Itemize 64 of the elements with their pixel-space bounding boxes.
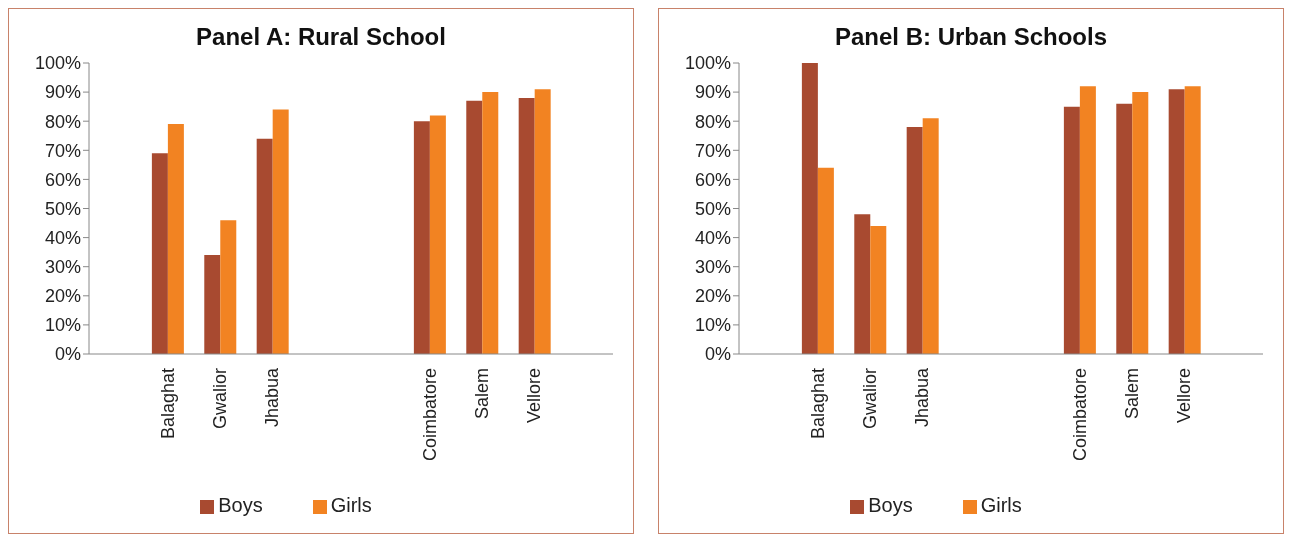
legend-label: Girls [980,494,1022,516]
bar [870,225,887,354]
y-tick-label: 70% [44,140,81,161]
legend-label: Boys [218,494,263,516]
bar [413,121,430,354]
y-tick-label: 50% [694,198,731,219]
y-tick-label: 100% [34,53,81,74]
bar [256,138,273,354]
x-tick-label: Jhabua [262,367,283,428]
y-tick-label: 60% [694,169,731,190]
bar [466,100,483,354]
y-tick-label: 20% [44,286,81,307]
x-tick-label: Coimbatore [1069,368,1090,462]
bar [1168,89,1185,354]
y-tick-label: 40% [694,227,731,248]
bar [272,109,289,354]
bar [534,89,551,354]
bar [1184,86,1201,354]
bar [518,97,535,354]
bar [220,220,237,354]
x-tick-label: Balaghat [157,368,178,440]
y-tick-label: 60% [44,169,81,190]
y-tick-label: 70% [694,140,731,161]
y-tick-label: 10% [44,315,81,336]
bar [854,214,871,354]
bar [204,255,221,354]
chart-title: Panel A: Rural School [195,23,447,52]
y-tick-label: 10% [694,315,731,336]
y-tick-label: 20% [694,286,731,307]
y-tick-label: 40% [44,227,81,248]
y-tick-label: 50% [44,198,81,219]
y-tick-label: 0% [54,344,81,365]
y-tick-label: 0% [704,344,731,365]
bar [817,167,834,354]
y-tick-label: 90% [694,82,731,103]
y-tick-label: 100% [684,53,731,74]
legend-label: Girls [330,494,372,516]
bar [906,127,923,354]
bar [151,153,168,354]
x-tick-label: Gwalior [210,368,230,430]
chart-title: Panel B: Urban Schools [833,23,1109,52]
bar [482,92,499,354]
x-tick-label: Vellore [524,368,545,424]
x-tick-label: Jhabua [912,367,933,428]
bar [429,115,446,354]
bar [1079,86,1096,354]
x-tick-label: Coimbatore [419,368,440,462]
x-tick-label: Salem [1122,368,1142,420]
x-tick-label: Balaghat [807,368,828,440]
bar [801,63,818,354]
y-tick-label: 90% [44,82,81,103]
legend-label: Boys [868,494,913,516]
x-tick-label: Salem [472,368,492,420]
y-tick-label: 30% [694,257,731,278]
y-tick-label: 80% [44,111,81,132]
bar [922,118,939,354]
bar [1132,92,1149,354]
bar [1116,103,1133,354]
x-tick-label: Vellore [1174,368,1195,424]
x-tick-label: Gwalior [860,368,880,430]
y-tick-label: 80% [694,111,731,132]
bar [167,124,184,354]
y-tick-label: 30% [44,257,81,278]
bar [1063,106,1080,354]
